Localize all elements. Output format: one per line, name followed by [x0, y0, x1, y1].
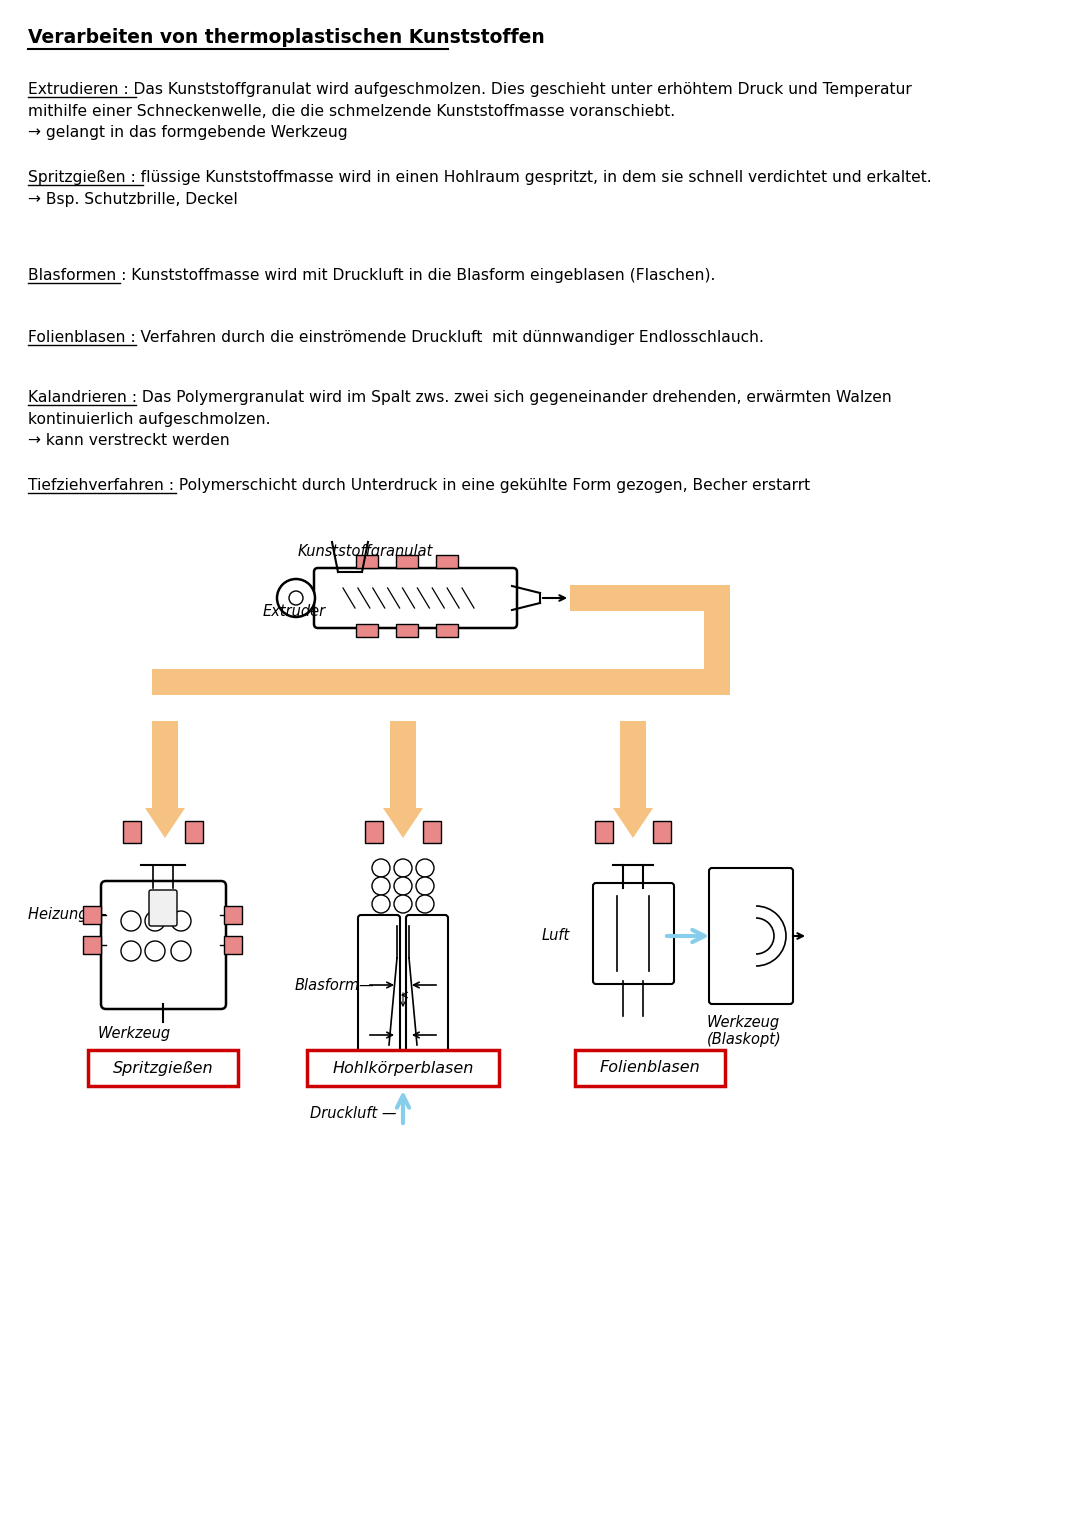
FancyBboxPatch shape	[436, 625, 458, 637]
Text: Werkzeug: Werkzeug	[98, 1026, 171, 1041]
FancyBboxPatch shape	[396, 625, 418, 637]
FancyBboxPatch shape	[593, 883, 674, 983]
Text: Werkzeug
(Blaskopt): Werkzeug (Blaskopt)	[707, 1015, 782, 1048]
Text: Folienblasen: Folienblasen	[599, 1060, 700, 1075]
Text: Heizung —: Heizung —	[28, 907, 107, 921]
Text: Kalandrieren : Das Polymergranulat wird im Spalt zws. zwei sich gegeneinander dr: Kalandrieren : Das Polymergranulat wird …	[28, 389, 892, 449]
Text: Blasform—: Blasform—	[295, 977, 375, 993]
Circle shape	[394, 895, 411, 913]
Circle shape	[289, 591, 303, 605]
FancyBboxPatch shape	[123, 822, 141, 843]
FancyBboxPatch shape	[357, 915, 400, 1057]
Polygon shape	[613, 808, 653, 838]
Text: Luft: Luft	[542, 928, 570, 944]
FancyBboxPatch shape	[149, 890, 177, 925]
Text: Druckluft —: Druckluft —	[310, 1107, 396, 1121]
Circle shape	[416, 860, 434, 876]
Circle shape	[171, 941, 191, 960]
Circle shape	[121, 912, 141, 931]
Circle shape	[416, 876, 434, 895]
FancyBboxPatch shape	[423, 822, 441, 843]
FancyBboxPatch shape	[224, 936, 242, 954]
Polygon shape	[145, 808, 185, 838]
Text: Hohlkörperblasen: Hohlkörperblasen	[333, 1060, 474, 1075]
FancyBboxPatch shape	[83, 936, 102, 954]
FancyBboxPatch shape	[224, 906, 242, 924]
Text: Spritzgießen: Spritzgießen	[112, 1060, 214, 1075]
Polygon shape	[383, 808, 423, 838]
Circle shape	[145, 941, 165, 960]
Circle shape	[416, 895, 434, 913]
Text: Blasformen : Kunststoffmasse wird mit Druckluft in die Blasform eingeblasen (Fla: Blasformen : Kunststoffmasse wird mit Dr…	[28, 269, 715, 282]
FancyBboxPatch shape	[708, 867, 793, 1003]
Circle shape	[171, 912, 191, 931]
Text: Tiefziehverfahren : Polymerschicht durch Unterdruck in eine gekühlte Form gezoge: Tiefziehverfahren : Polymerschicht durch…	[28, 478, 810, 493]
FancyBboxPatch shape	[653, 822, 671, 843]
FancyBboxPatch shape	[406, 915, 448, 1057]
FancyBboxPatch shape	[152, 721, 178, 808]
Circle shape	[145, 912, 165, 931]
Text: Kunststoffgranulat: Kunststoffgranulat	[298, 544, 433, 559]
FancyBboxPatch shape	[185, 822, 203, 843]
Circle shape	[394, 876, 411, 895]
Circle shape	[372, 860, 390, 876]
Circle shape	[372, 876, 390, 895]
Circle shape	[372, 895, 390, 913]
FancyBboxPatch shape	[356, 625, 378, 637]
FancyBboxPatch shape	[356, 554, 378, 568]
Text: Spritzgießen : flüssige Kunststoffmasse wird in einen Hohlraum gespritzt, in dem: Spritzgießen : flüssige Kunststoffmasse …	[28, 169, 932, 206]
Text: Verarbeiten von thermoplastischen Kunststoffen: Verarbeiten von thermoplastischen Kunsts…	[28, 27, 544, 47]
FancyBboxPatch shape	[87, 1051, 238, 1086]
FancyBboxPatch shape	[365, 822, 383, 843]
FancyBboxPatch shape	[595, 822, 613, 843]
Text: Folienblasen : Verfahren durch die einströmende Druckluft  mit dünnwandiger Endl: Folienblasen : Verfahren durch die einst…	[28, 330, 764, 345]
Text: Extrudieren : Das Kunststoffgranulat wird aufgeschmolzen. Dies geschieht unter e: Extrudieren : Das Kunststoffgranulat wir…	[28, 82, 912, 140]
Circle shape	[394, 860, 411, 876]
FancyBboxPatch shape	[102, 881, 226, 1009]
FancyBboxPatch shape	[396, 554, 418, 568]
Circle shape	[276, 579, 315, 617]
Circle shape	[121, 941, 141, 960]
FancyBboxPatch shape	[575, 1051, 725, 1086]
FancyBboxPatch shape	[436, 554, 458, 568]
FancyBboxPatch shape	[314, 568, 517, 628]
FancyBboxPatch shape	[83, 906, 102, 924]
Text: Extruder: Extruder	[264, 605, 326, 618]
FancyBboxPatch shape	[620, 721, 646, 808]
FancyBboxPatch shape	[307, 1051, 499, 1086]
FancyBboxPatch shape	[152, 669, 730, 695]
FancyBboxPatch shape	[704, 585, 730, 695]
FancyBboxPatch shape	[390, 721, 416, 808]
FancyBboxPatch shape	[570, 585, 730, 611]
